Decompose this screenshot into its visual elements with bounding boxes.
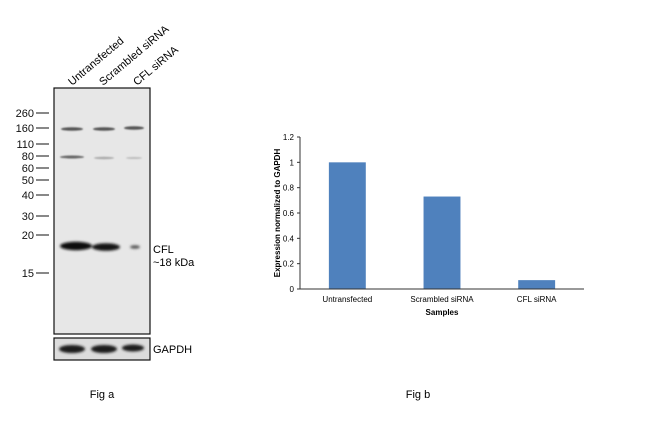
gapdh-bands [59, 344, 144, 353]
mw-label-110: 110 [16, 139, 34, 151]
gapdh-band-scrambled [91, 345, 117, 353]
y-tick-label: 0.6 [283, 209, 295, 218]
band-cfl-scrambled [92, 243, 120, 251]
mw-label-50: 50 [22, 175, 34, 187]
mw-marker-ladder: 260 160 110 80 60 50 40 30 20 15 [16, 108, 49, 280]
gapdh-label: GAPDH [153, 344, 192, 356]
fig-a-caption: Fig a [90, 389, 115, 401]
band-row-80 [60, 155, 142, 160]
bar-series [328, 162, 556, 289]
mw-label-160: 160 [16, 123, 34, 135]
x-tick-label: Scrambled siRNA [410, 295, 474, 304]
y-axis-ticks: 0 0.2 0.4 0.6 0.8 1 1.2 [283, 133, 300, 294]
band-160-cfl [124, 126, 144, 130]
x-axis-ticks: Untransfected Scrambled siRNA CFL siRNA [322, 295, 557, 304]
x-tick-label: Untransfected [322, 295, 372, 304]
fig-b-caption: Fig b [406, 389, 430, 401]
band-80-cfl [126, 157, 142, 159]
cfl-band-label: CFL [153, 244, 174, 256]
mw-label-40: 40 [22, 190, 34, 202]
bar-chart-panel: 0 0.2 0.4 0.6 0.8 1 1.2 Untransfected Scrambled… [273, 133, 584, 317]
band-row-cfl [60, 241, 140, 251]
band-160-scrambled [93, 127, 115, 131]
bar [518, 280, 556, 289]
bar [423, 196, 461, 289]
gapdh-band-untransfected [59, 345, 85, 353]
band-80-untransfected [60, 155, 84, 159]
mw-label-20: 20 [22, 230, 34, 242]
bar [328, 162, 366, 289]
mw-label-60: 60 [22, 163, 34, 175]
mw-label-260: 260 [16, 108, 34, 120]
band-cfl-sirna [130, 245, 140, 249]
y-tick-label: 0 [290, 285, 295, 294]
band-row-160 [61, 126, 144, 131]
y-axis-title: Expression normalized to GAPDH [273, 149, 282, 278]
y-tick-label: 1 [290, 158, 295, 167]
y-tick-label: 0.4 [283, 234, 295, 243]
mw-label-80: 80 [22, 151, 34, 163]
x-axis-title: Samples [426, 308, 459, 317]
gapdh-band-cfl [122, 344, 144, 352]
y-tick-label: 1.2 [283, 133, 295, 142]
x-tick-label: CFL siRNA [517, 295, 557, 304]
band-160-untransfected [61, 127, 83, 131]
cfl-band-size-label: ~18 kDa [153, 257, 195, 269]
western-blot-panel: Untransfected Scrambled siRNA CFL siRNA … [16, 23, 196, 401]
y-tick-label: 0.2 [283, 260, 295, 269]
blot-membrane [53, 87, 151, 335]
mw-label-15: 15 [22, 268, 34, 280]
band-80-scrambled [94, 156, 114, 160]
band-cfl-untransfected [60, 241, 92, 251]
y-tick-label: 0.8 [283, 184, 295, 193]
mw-label-30: 30 [22, 211, 34, 223]
